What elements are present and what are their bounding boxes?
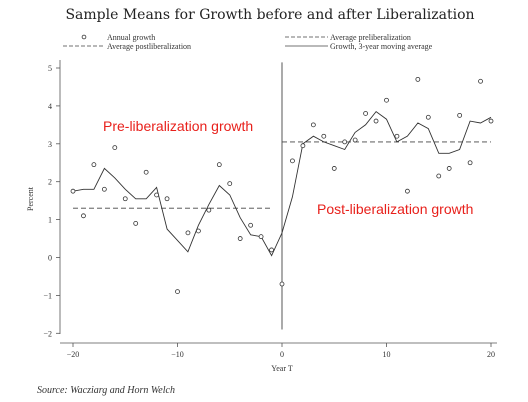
annual-growth-point (143, 169, 149, 175)
annual-growth-point (91, 162, 97, 168)
annual-growth-point (269, 247, 274, 253)
annual-growth-point (290, 158, 295, 164)
x-tick-label: 20 (487, 350, 495, 359)
y-ticks: −2 −1 0 1 2 3 4 5 (43, 64, 60, 338)
annual-growth-point (164, 196, 170, 202)
y-tick-label: 3 (48, 140, 52, 149)
annotation-pre-liberalization: Pre-liberalization growth (103, 118, 253, 134)
annual-growth-point (478, 78, 483, 84)
x-tick-label: −10 (171, 350, 184, 359)
annual-growth-point (279, 281, 285, 287)
x-tick-label: −20 (67, 350, 80, 359)
annual-growth-point (227, 181, 233, 186)
legend: Annual growth Average postliberalization… (63, 33, 433, 51)
annual-growth-point (122, 196, 128, 202)
legend-label-annual: Annual growth (107, 33, 155, 42)
annual-growth-point (237, 236, 243, 241)
annual-growth-point (81, 213, 86, 219)
chart-title: Sample Means for Growth before and after… (65, 7, 474, 23)
annual-growth-point (446, 166, 452, 171)
annual-growth-point (467, 160, 473, 166)
x-tick-label: 0 (280, 350, 284, 359)
y-tick-label: −1 (43, 291, 52, 300)
y-tick-label: −2 (43, 329, 52, 338)
annual-growth-point (384, 97, 389, 103)
x-tick-label: 10 (383, 350, 391, 359)
annual-growth-point (404, 188, 410, 194)
annual-growth-point (101, 186, 107, 192)
y-axis-label: Percent (26, 186, 35, 211)
annual-growth-point (342, 139, 348, 145)
annual-growth-point (195, 228, 201, 234)
y-tick-label: 0 (48, 254, 52, 263)
annual-growth-point (425, 114, 431, 120)
annual-growth-point (133, 220, 139, 226)
annual-growth-point (70, 188, 76, 194)
annual-growth-point (216, 162, 222, 168)
y-tick-label: 4 (48, 102, 52, 111)
annotation-post-liberalization: Post-liberalization growth (317, 201, 473, 217)
plot-area (70, 62, 494, 330)
annual-growth-point (175, 289, 180, 295)
annual-growth-point (300, 143, 306, 149)
y-tick-label: 5 (48, 64, 52, 73)
source-note: Source: Wacziarg and Horn Welch (37, 385, 175, 396)
annual-growth-point (373, 118, 379, 124)
annual-growth-point (112, 145, 118, 150)
annual-growth-point (248, 222, 254, 228)
legend-label-avg-post: Average postliberalization (107, 42, 191, 51)
y-tick-label: 1 (48, 216, 52, 225)
annual-growth-point (310, 122, 316, 128)
x-axis-label: Year T (271, 364, 293, 373)
annual-growth-point (154, 192, 160, 198)
legend-label-moving: Growth, 3-year moving average (330, 42, 433, 51)
annual-growth-point (488, 118, 494, 124)
annual-growth-point (363, 111, 369, 116)
annual-growth-point (206, 207, 212, 213)
x-ticks: −20 −10 0 10 20 (67, 343, 495, 359)
annual-growth-point (457, 112, 463, 118)
annual-growth-point (185, 230, 191, 236)
annual-growth-point (394, 133, 400, 139)
annual-growth-point (436, 173, 442, 179)
annual-growth-point (352, 137, 358, 143)
legend-label-avg-pre: Average preliberalization (330, 33, 411, 42)
annual-growth-point (258, 234, 264, 240)
annual-growth-point (415, 76, 421, 82)
legend-marker-annual (81, 34, 87, 40)
annual-growth-point (331, 166, 337, 171)
y-tick-label: 2 (48, 178, 52, 187)
moving-average-line (72, 110, 492, 257)
annual-growth-point (321, 133, 327, 139)
